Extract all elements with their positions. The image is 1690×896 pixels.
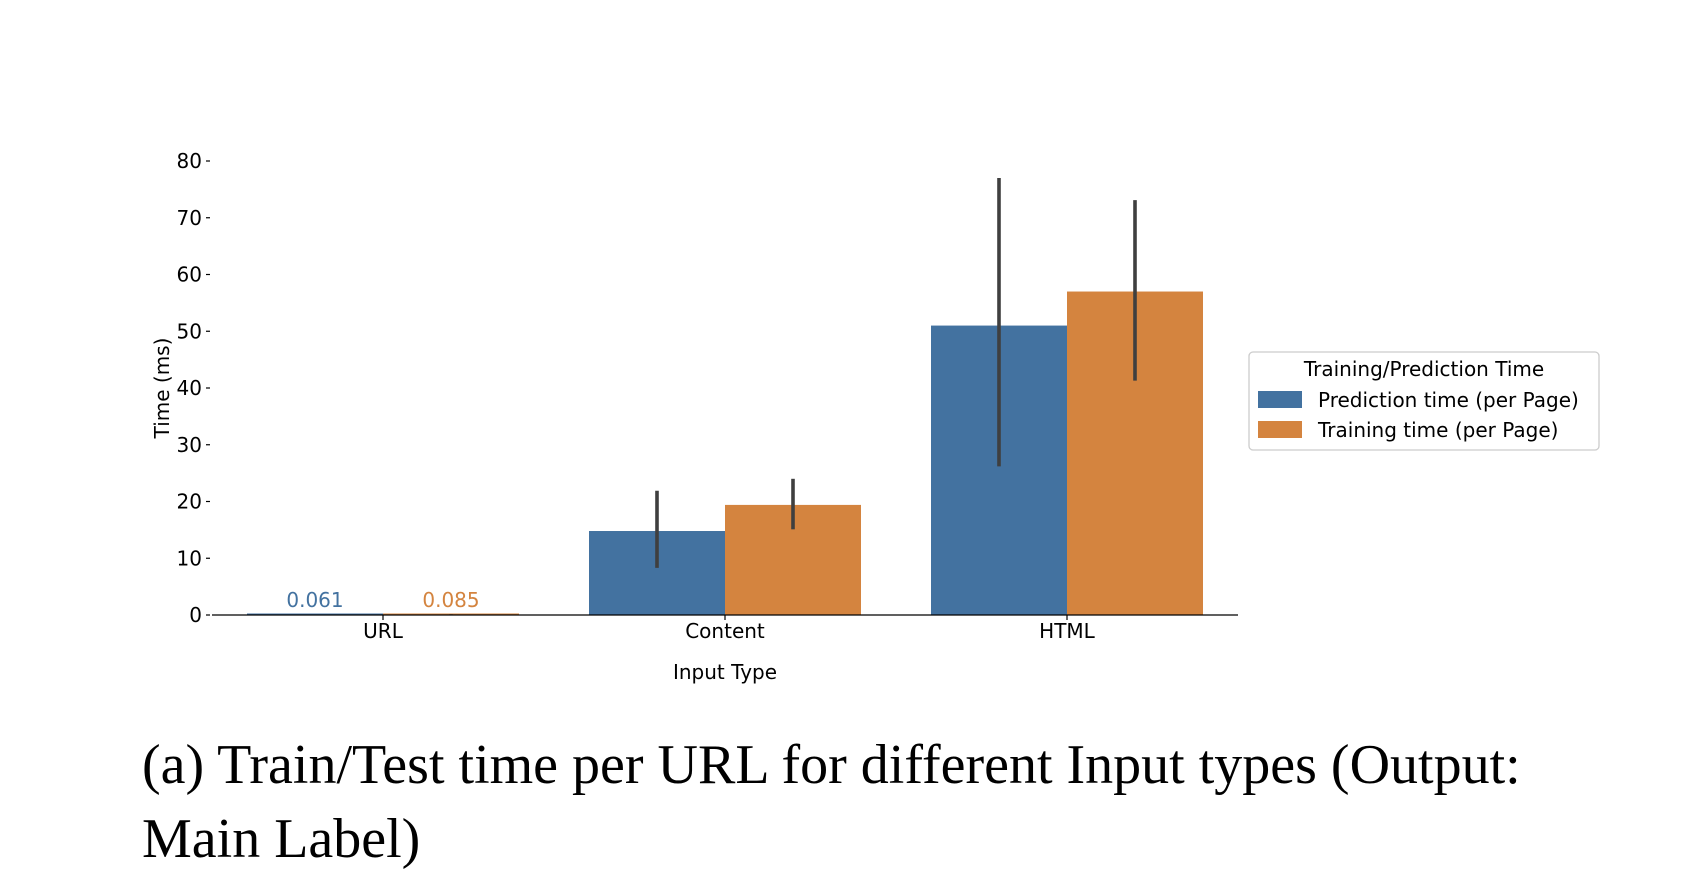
y-tick-label: 50	[177, 319, 202, 343]
x-axis-title: Input Type	[673, 660, 777, 684]
y-tick-label: 0	[189, 603, 202, 627]
y-tick-label: 80	[177, 149, 202, 173]
y-tick-label: 30	[177, 433, 202, 457]
x-tick-label: Content	[685, 619, 765, 643]
legend-frame	[1248, 351, 1600, 451]
y-tick-label: 20	[177, 490, 202, 514]
y-tick-label: 70	[177, 206, 202, 230]
y-tick-label: 10	[177, 546, 202, 570]
y-tick-label: 60	[177, 263, 202, 287]
legend-swatch	[1258, 421, 1302, 438]
data-label: 0.061	[286, 588, 343, 612]
legend-swatch	[1258, 391, 1302, 408]
y-tick-label: 40	[177, 376, 202, 400]
x-tick-label: HTML	[1039, 619, 1096, 643]
bar-chart: 0 10 20 30 40 50 60 70 80 0.061 0.085 URL Content H…	[150, 149, 1600, 684]
bar-url-training	[383, 613, 519, 615]
x-axis: URL Content HTML	[363, 615, 1096, 643]
y-axis-title: Time (ms)	[150, 338, 174, 440]
bar-url-prediction	[247, 613, 383, 615]
bars-layer	[247, 291, 1203, 615]
legend: Training/Prediction Time Prediction time…	[1248, 351, 1600, 451]
data-labels-layer: 0.061 0.085	[286, 588, 479, 612]
y-axis: 0 10 20 30 40 50 60 70 80	[177, 149, 210, 627]
legend-entry-label: Training time (per Page)	[1317, 418, 1558, 442]
figure-caption: (a) Train/Test time per URL for differen…	[142, 734, 1521, 870]
data-label: 0.085	[422, 588, 479, 612]
legend-title: Training/Prediction Time	[1303, 357, 1544, 381]
x-tick-label: URL	[363, 619, 404, 643]
legend-entry-label: Prediction time (per Page)	[1318, 388, 1579, 412]
